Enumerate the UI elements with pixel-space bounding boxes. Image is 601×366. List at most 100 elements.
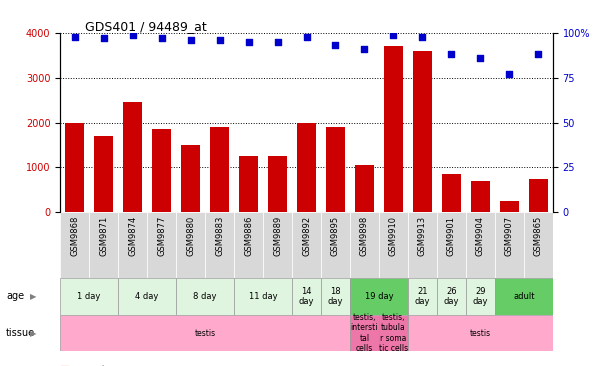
Text: GSM9865: GSM9865 [534, 216, 543, 256]
Bar [355, 165, 374, 212]
Bar [123, 102, 142, 212]
Text: GSM9871: GSM9871 [99, 216, 108, 256]
Text: testis: testis [470, 329, 491, 337]
Point [389, 32, 398, 38]
Text: 18
day: 18 day [328, 287, 343, 306]
Text: adult: adult [513, 292, 535, 301]
Text: 1 day: 1 day [78, 292, 101, 301]
Point [359, 46, 369, 52]
Point [128, 32, 138, 38]
Text: GSM9892: GSM9892 [302, 216, 311, 256]
Bar [147, 212, 176, 278]
Bar [442, 174, 461, 212]
Text: 19 day: 19 day [365, 292, 393, 301]
Text: GSM9907: GSM9907 [505, 216, 514, 256]
Text: GSM9886: GSM9886 [244, 216, 253, 256]
Bar [176, 278, 234, 315]
Text: 8 day: 8 day [194, 292, 217, 301]
Bar [350, 278, 408, 315]
Text: GDS401 / 94489_at: GDS401 / 94489_at [85, 20, 207, 33]
Text: ▶: ▶ [30, 292, 36, 301]
Bar [292, 212, 321, 278]
Text: ■: ■ [60, 365, 70, 366]
Text: GSM9880: GSM9880 [186, 216, 195, 256]
Point [418, 34, 427, 40]
Bar [152, 129, 171, 212]
Text: GSM9868: GSM9868 [70, 216, 79, 256]
Text: testis,
tubula
r soma
tic cells: testis, tubula r soma tic cells [379, 313, 408, 353]
Point [70, 34, 79, 40]
Point [331, 42, 340, 48]
Bar [263, 212, 292, 278]
Bar [234, 212, 263, 278]
Point [186, 37, 195, 43]
Bar [210, 127, 229, 212]
Text: GSM9889: GSM9889 [273, 216, 282, 256]
Bar [384, 46, 403, 212]
Bar [408, 315, 553, 351]
Point [534, 52, 543, 57]
Point [244, 39, 254, 45]
Point [157, 36, 166, 41]
Point [273, 39, 282, 45]
Text: testis,
intersti
tal
cells: testis, intersti tal cells [351, 313, 378, 353]
Text: GSM9898: GSM9898 [360, 216, 369, 256]
Text: 21
day: 21 day [415, 287, 430, 306]
Text: age: age [6, 291, 24, 302]
Point [302, 34, 311, 40]
Bar [408, 278, 437, 315]
Text: 4 day: 4 day [135, 292, 159, 301]
Bar [297, 123, 316, 212]
Bar [437, 278, 466, 315]
Bar [524, 212, 553, 278]
Text: tissue: tissue [6, 328, 35, 338]
Text: GSM9877: GSM9877 [157, 216, 166, 256]
Bar [60, 315, 350, 351]
Text: GSM9874: GSM9874 [128, 216, 137, 256]
Bar [408, 212, 437, 278]
Bar [471, 181, 490, 212]
Bar [495, 278, 553, 315]
Bar [495, 212, 524, 278]
Text: 26
day: 26 day [444, 287, 459, 306]
Bar [181, 145, 200, 212]
Text: GSM9910: GSM9910 [389, 216, 398, 255]
Point [99, 36, 108, 41]
Bar [60, 278, 118, 315]
Bar [65, 123, 84, 212]
Bar [466, 212, 495, 278]
Text: 29
day: 29 day [473, 287, 488, 306]
Bar [350, 212, 379, 278]
Bar [60, 212, 89, 278]
Bar [500, 201, 519, 212]
Text: testis: testis [195, 329, 216, 337]
Point [447, 52, 456, 57]
Text: count: count [78, 365, 106, 366]
Bar [268, 156, 287, 212]
Bar [176, 212, 205, 278]
Bar [413, 51, 432, 212]
Bar [326, 127, 345, 212]
Bar [89, 212, 118, 278]
Bar [205, 212, 234, 278]
Bar [118, 212, 147, 278]
Bar [350, 315, 379, 351]
Bar [94, 136, 113, 212]
Bar [234, 278, 292, 315]
Bar [239, 156, 258, 212]
Text: GSM9904: GSM9904 [476, 216, 485, 255]
Text: GSM9895: GSM9895 [331, 216, 340, 256]
Point [215, 37, 224, 43]
Bar [321, 278, 350, 315]
Text: GSM9901: GSM9901 [447, 216, 456, 255]
Bar [437, 212, 466, 278]
Text: ▶: ▶ [30, 329, 36, 337]
Text: 11 day: 11 day [249, 292, 277, 301]
Text: GSM9913: GSM9913 [418, 216, 427, 256]
Bar [379, 212, 408, 278]
Text: GSM9883: GSM9883 [215, 216, 224, 256]
Bar [466, 278, 495, 315]
Bar [529, 179, 548, 212]
Bar [379, 315, 408, 351]
Text: 14
day: 14 day [299, 287, 314, 306]
